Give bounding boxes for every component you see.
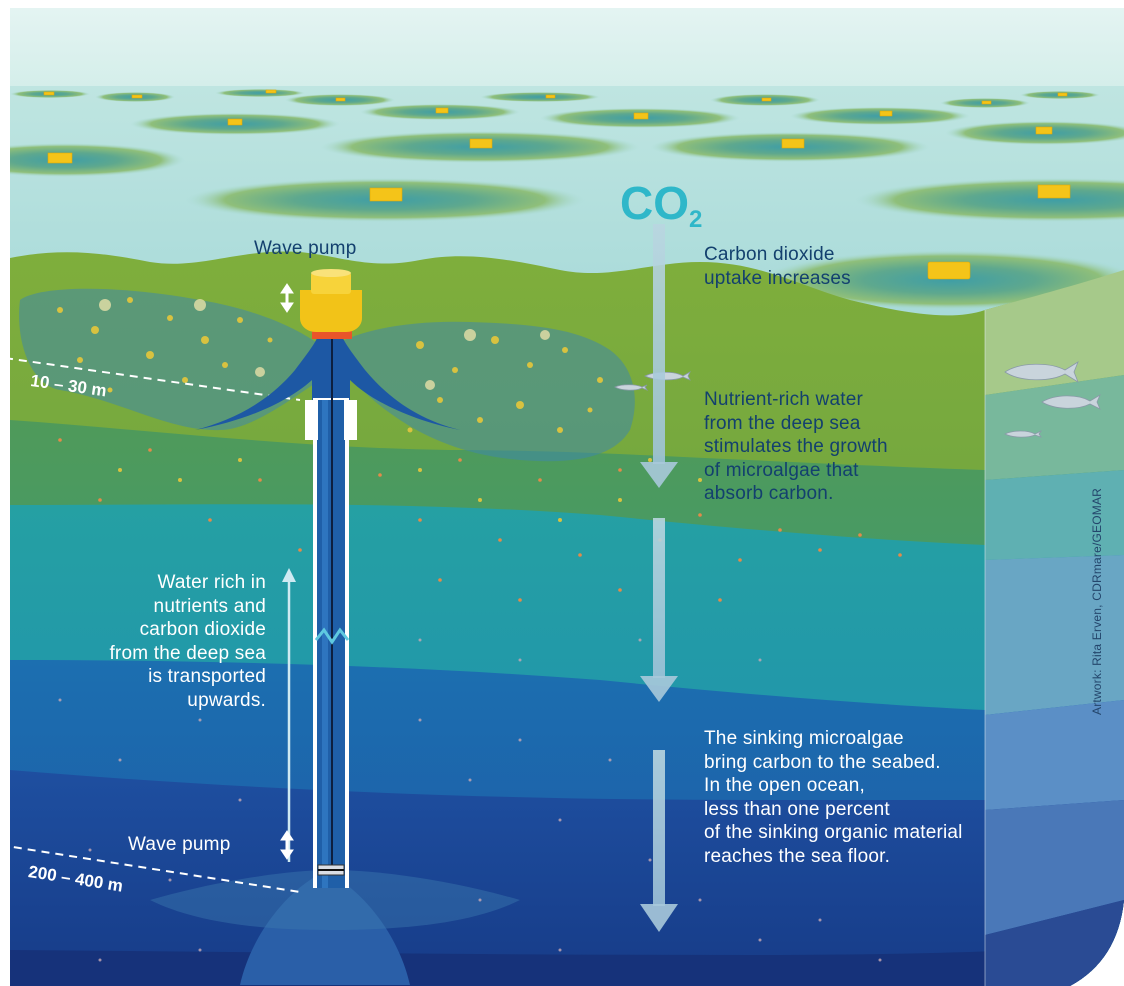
pump-pipe — [195, 330, 460, 888]
carbon-sinking-arrows — [640, 224, 678, 932]
surface-buoys — [43, 89, 1071, 280]
intake-plume — [240, 873, 410, 985]
depth-line-deep — [10, 844, 301, 893]
depth-line-shallow — [10, 357, 301, 401]
sinking-label: The sinking microalgae bring carbon to t… — [704, 728, 963, 867]
upwelling-arrow — [282, 568, 296, 862]
wave-pump-top-label: Wave pump — [254, 238, 357, 259]
plume-left — [19, 288, 328, 431]
artwork-credit: Artwork: Rita Erven, CDRmare/GEOMAR — [1090, 487, 1104, 715]
pump-motion-icon-top — [280, 283, 294, 313]
plume-right — [335, 321, 635, 462]
uptake-label: Carbon dioxide uptake increases — [704, 244, 851, 289]
upwelling-label: Water rich in nutrients and carbon dioxi… — [109, 572, 266, 711]
co2-symbol: CO2 — [620, 177, 703, 233]
nutrient-label: Nutrient-rich water from the deep sea st… — [704, 389, 888, 505]
pump-motion-icon-bottom — [280, 830, 294, 860]
wave-pump-bottom-label: Wave pump — [128, 834, 231, 855]
sky-band — [10, 8, 1124, 88]
particles — [57, 297, 902, 962]
pump-buoy — [300, 269, 362, 339]
side-panel — [984, 270, 1124, 986]
